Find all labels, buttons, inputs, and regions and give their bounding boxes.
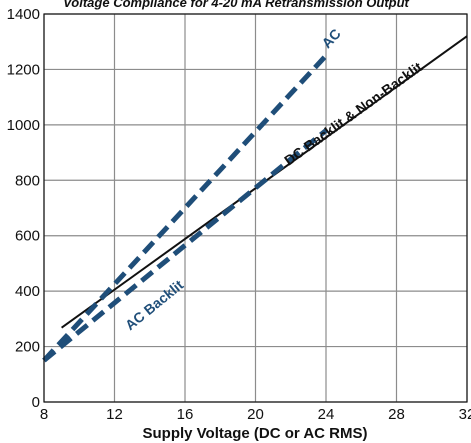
series-line-2	[42, 128, 328, 363]
y-tick-label: 600	[15, 228, 40, 245]
x-tick-label: 28	[388, 406, 405, 423]
y-tick-label: 1400	[7, 6, 40, 23]
plot-frame	[43, 13, 468, 403]
y-tick-label: 800	[15, 172, 40, 189]
tick-labels: 8 12 16 20 24 28 32 0 200 400 600 800 1000 1200 1400	[7, 6, 471, 423]
series-line-1	[42, 53, 328, 363]
x-tick-label: 20	[247, 406, 264, 423]
y-tick-label: 0	[32, 394, 40, 411]
y-tick-label: 1200	[7, 61, 40, 78]
x-tick-label: 32	[459, 406, 471, 423]
series-label-0: DC Backlit & Non-Backlit	[281, 59, 425, 169]
y-tick-label: 200	[15, 339, 40, 356]
y-tick-label: 400	[15, 283, 40, 300]
x-axis-title: Supply Voltage (DC or AC RMS)	[143, 425, 368, 442]
grid	[43, 13, 468, 403]
y-tick-label: 1000	[7, 117, 40, 134]
x-tick-label: 24	[318, 406, 335, 423]
series-labels: DC Backlit & Non-Backlit AC AC Backlit	[122, 25, 425, 333]
series-label-2: AC Backlit	[122, 276, 187, 333]
series-group	[42, 35, 468, 363]
x-tick-label: 16	[177, 406, 194, 423]
chart-title: Voltage Compliance for 4-20 mA Retransmi…	[63, 0, 409, 10]
x-tick-label: 12	[106, 406, 123, 423]
series-label-1: AC	[318, 25, 343, 51]
x-tick-label: 8	[40, 406, 48, 423]
